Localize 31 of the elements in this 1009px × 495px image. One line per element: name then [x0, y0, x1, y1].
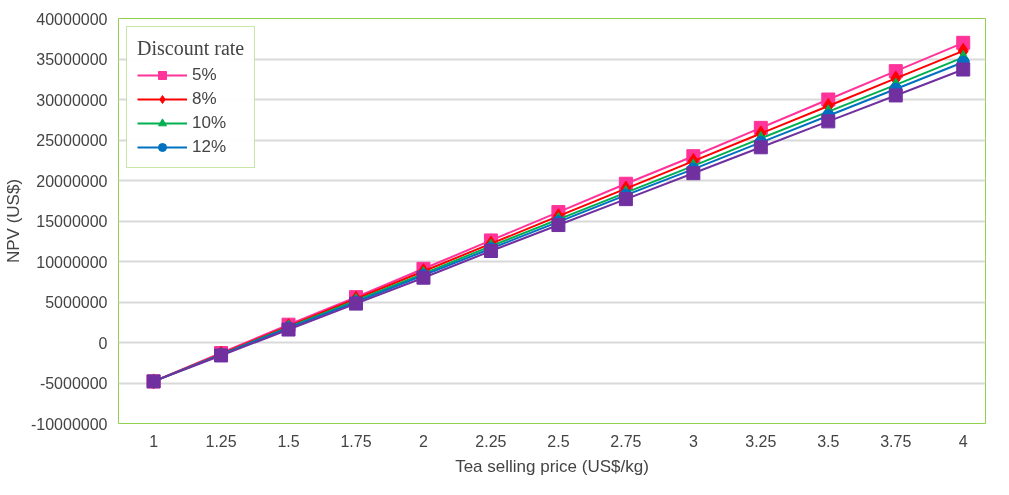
x-tick-label: 1.25	[205, 432, 237, 450]
x-tick-label: 2.5	[547, 432, 570, 450]
y-tick-label: 40000000	[36, 10, 108, 28]
y-tick-label: 30000000	[36, 91, 108, 109]
x-tick-label: 2.25	[475, 432, 507, 450]
legend-label: 12%	[192, 137, 227, 157]
x-tick-label: 1	[149, 432, 159, 450]
legend-label: 8%	[192, 89, 217, 109]
x-tick-label: 1.75	[340, 432, 372, 450]
x-tick-label: 4	[958, 432, 968, 450]
y-tick-label: 10000000	[36, 253, 108, 271]
x-tick-label: 3	[688, 432, 698, 450]
legend-label: 5%	[192, 65, 217, 85]
y-tick-label: -10000000	[30, 415, 108, 433]
x-axis-title: Tea selling price (US$/kg)	[455, 456, 649, 476]
x-tick-label: 3.25	[745, 432, 777, 450]
x-tick-label: 3.75	[880, 432, 912, 450]
x-tick-label: 2	[419, 432, 429, 450]
legend-title: Discount rate	[137, 37, 245, 60]
x-tick-label: 3.5	[817, 432, 840, 450]
y-tick-label: -5000000	[39, 375, 108, 392]
y-tick-label: 20000000	[36, 172, 108, 190]
y-tick-label: 5000000	[45, 294, 108, 311]
y-axis-title: NPV (US$)	[3, 178, 23, 264]
x-tick-label: 2.75	[610, 432, 642, 450]
y-tick-label: 35000000	[36, 51, 108, 68]
x-tick-label: 1.5	[277, 432, 300, 450]
legend-label: 10%	[192, 113, 227, 133]
y-tick-label: 15000000	[36, 213, 108, 230]
y-tick-label: 0	[98, 334, 108, 352]
y-tick-label: 25000000	[36, 132, 108, 149]
